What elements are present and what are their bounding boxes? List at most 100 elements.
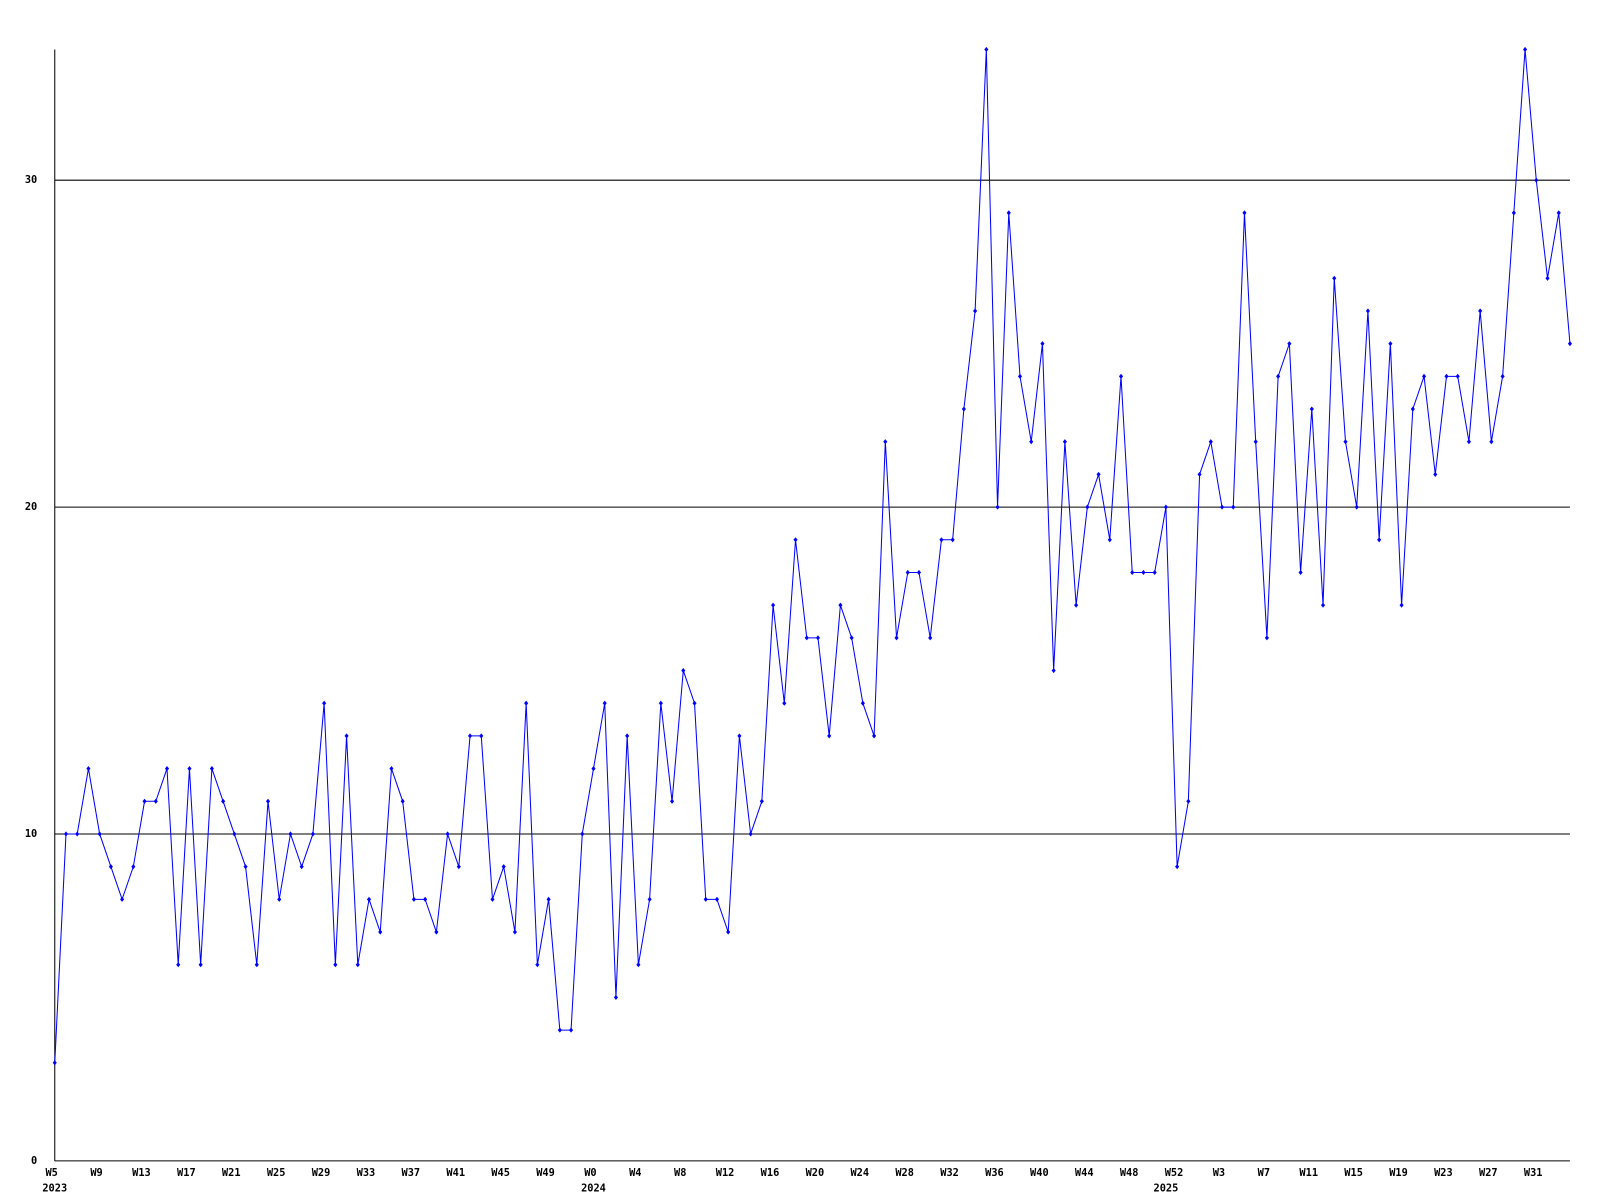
point-marker	[524, 700, 529, 706]
point-marker	[1107, 537, 1112, 543]
point-marker	[894, 635, 899, 641]
x-tick-label: W21	[222, 1167, 241, 1179]
point-marker	[1444, 373, 1449, 379]
x-tick-label: W31	[1524, 1167, 1543, 1179]
point-marker	[120, 896, 125, 902]
point-marker	[490, 896, 495, 902]
point-marker	[1141, 569, 1146, 576]
point-marker	[378, 929, 383, 935]
point-marker	[1567, 341, 1573, 347]
point-marker	[221, 798, 226, 804]
point-marker	[625, 733, 630, 739]
point-marker	[759, 798, 764, 804]
point-marker	[1130, 569, 1135, 576]
point-marker	[1523, 46, 1528, 53]
point-marker	[557, 1027, 562, 1033]
point-marker	[905, 569, 910, 576]
point-marker	[1511, 210, 1516, 216]
point-marker	[1343, 439, 1348, 445]
x-tick-label: W0	[584, 1167, 596, 1179]
point-marker	[613, 994, 619, 1000]
x-tick-label: W33	[357, 1167, 376, 1179]
point-marker	[714, 896, 720, 902]
x-tick-label: W11	[1299, 1167, 1318, 1179]
point-marker	[1365, 308, 1370, 314]
y-tick-label: 10	[25, 828, 37, 840]
point-marker	[838, 602, 843, 608]
point-marker	[501, 864, 506, 870]
point-marker	[849, 635, 854, 641]
point-marker	[411, 896, 416, 902]
point-marker	[1377, 537, 1382, 543]
point-marker	[1040, 341, 1045, 347]
point-marker	[636, 962, 641, 968]
point-marker	[928, 635, 933, 641]
point-marker	[726, 929, 731, 935]
point-marker	[344, 733, 349, 739]
x-tick-label: W5	[45, 1167, 57, 1179]
x-tick-label: W25	[267, 1167, 286, 1179]
point-marker	[1388, 341, 1393, 347]
x-tick-label: W7	[1258, 1167, 1270, 1179]
point-marker	[1276, 373, 1281, 379]
point-marker	[1096, 471, 1101, 477]
point-marker	[86, 766, 91, 772]
x-tick-label: W27	[1479, 1167, 1498, 1179]
x-year-label: 2024	[581, 1183, 606, 1195]
point-marker	[1500, 373, 1505, 379]
x-tick-label: W9	[90, 1167, 102, 1179]
x-tick-label: W20	[806, 1167, 825, 1179]
point-marker	[1219, 504, 1225, 510]
point-marker	[400, 798, 405, 804]
point-marker	[692, 700, 697, 706]
x-year-label: 2023	[42, 1183, 67, 1195]
y-tick-label: 0	[31, 1155, 37, 1167]
point-marker	[153, 798, 158, 804]
point-marker	[1489, 439, 1494, 445]
point-marker	[355, 962, 360, 968]
point-marker	[243, 864, 248, 870]
point-marker	[434, 929, 439, 935]
x-tick-label: W44	[1075, 1167, 1094, 1179]
point-marker	[322, 700, 327, 706]
point-marker	[1208, 439, 1213, 445]
point-marker	[277, 896, 282, 902]
point-marker	[647, 896, 652, 902]
point-marker	[1253, 439, 1258, 445]
point-marker	[310, 831, 315, 837]
x-tick-label: W52	[1165, 1167, 1184, 1179]
x-tick-label: W41	[446, 1167, 465, 1179]
x-tick-label: W4	[629, 1167, 641, 1179]
x-tick-label: W37	[402, 1167, 421, 1179]
point-marker	[423, 896, 428, 902]
point-marker	[333, 962, 338, 968]
x-tick-label: W3	[1213, 1167, 1225, 1179]
point-marker	[546, 896, 551, 902]
point-marker	[209, 766, 214, 772]
point-marker	[198, 962, 203, 968]
point-marker	[1478, 308, 1483, 314]
point-marker	[288, 831, 293, 837]
x-tick-label: W17	[177, 1167, 196, 1179]
point-marker	[1085, 504, 1090, 510]
series-line	[54, 49, 1571, 1063]
point-marker	[1197, 471, 1202, 477]
point-marker	[131, 864, 136, 870]
x-tick-label: W29	[312, 1167, 331, 1179]
point-marker	[1545, 275, 1550, 281]
point-marker	[512, 929, 517, 935]
point-marker	[916, 569, 922, 576]
point-marker	[232, 831, 237, 837]
point-marker	[602, 700, 607, 706]
point-marker	[265, 798, 271, 804]
x-tick-label: W23	[1434, 1167, 1453, 1179]
point-marker	[1152, 569, 1157, 576]
x-tick-label: W24	[850, 1167, 869, 1179]
point-marker	[1186, 798, 1191, 804]
point-marker	[1175, 864, 1180, 870]
x-year-label: 2025	[1153, 1183, 1178, 1195]
point-marker	[1029, 439, 1034, 445]
point-marker	[1298, 569, 1303, 576]
